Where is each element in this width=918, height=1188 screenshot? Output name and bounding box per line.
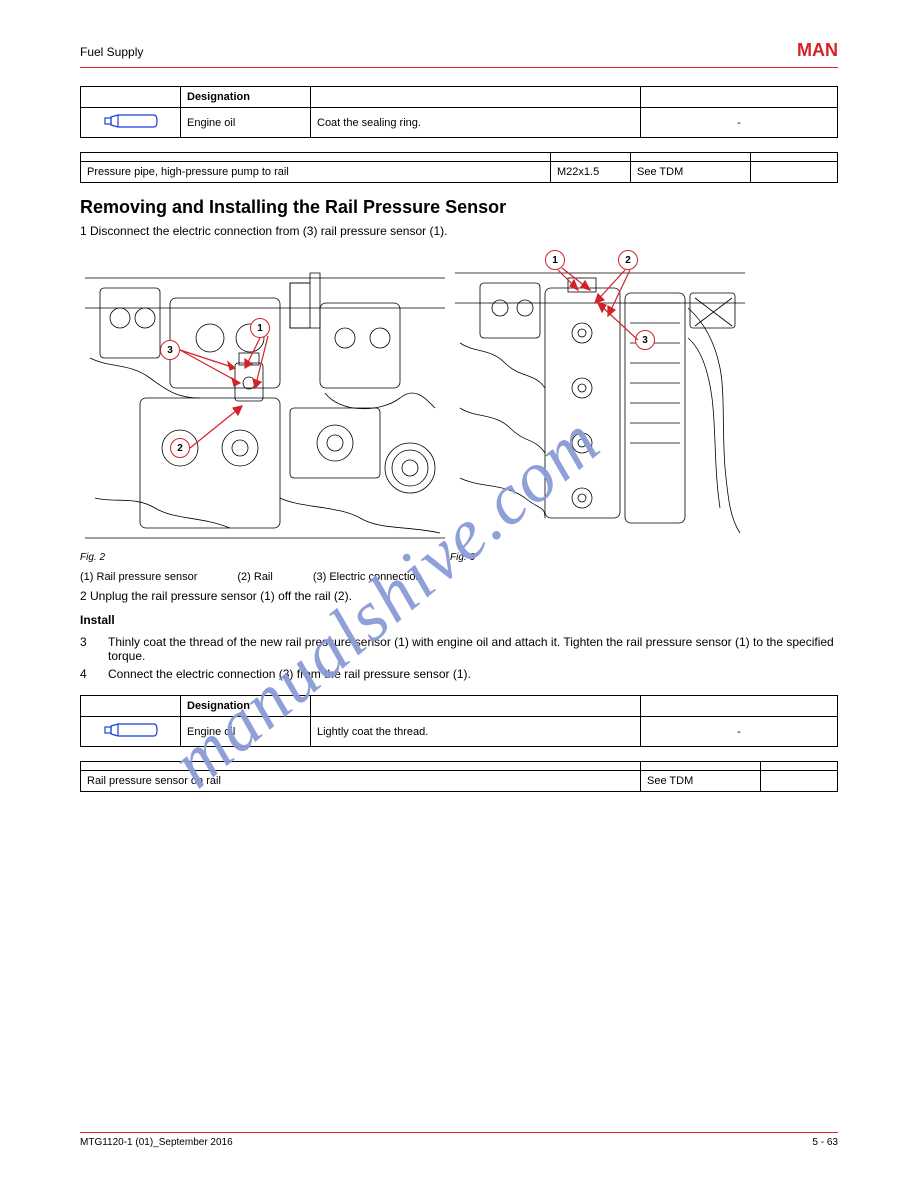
callout-2: 2 — [170, 438, 190, 458]
table-row: Rail pressure sensor on rail See TDM — [81, 771, 838, 792]
spec-code: M22x1.5 — [551, 162, 631, 183]
callout-1r: 1 — [545, 250, 565, 270]
fig-caption-2: Fig. 2 — [80, 552, 450, 563]
engine-diagram-left — [80, 248, 450, 548]
th-blank2 — [311, 696, 641, 717]
th-designation: Designation — [181, 87, 311, 108]
spec-desc: Rail pressure sensor on rail — [81, 771, 641, 792]
callout-1: 1 — [250, 318, 270, 338]
consumable-qty: - — [641, 108, 838, 138]
spec-table-2: Rail pressure sensor on rail See TDM — [80, 761, 838, 792]
spec-desc: Pressure pipe, high-pressure pump to rai… — [81, 162, 551, 183]
th-blank3 — [641, 696, 838, 717]
install-heading: Install — [80, 613, 838, 627]
legend-row: (1) Rail pressure sensor (2) Rail (3) El… — [80, 571, 838, 583]
consumables-table-2: Designation Engine oil Lightly coat the — [80, 695, 838, 747]
th-blank — [81, 87, 181, 108]
tube-icon — [104, 721, 158, 739]
page-footer: MTG1120-1 (01)_September 2016 5 - 63 — [80, 1132, 838, 1148]
consumable-use: Coat the sealing ring. — [311, 108, 641, 138]
th — [81, 762, 641, 771]
th — [641, 762, 761, 771]
spec-table-1: Pressure pipe, high-pressure pump to rai… — [80, 152, 838, 183]
th — [631, 153, 751, 162]
consumable-qty: - — [641, 717, 838, 747]
tube-icon-cell — [81, 108, 181, 138]
th-blank — [81, 696, 181, 717]
consumable-use: Lightly coat the thread. — [311, 717, 641, 747]
step-num: 4 — [80, 667, 108, 681]
tube-icon — [104, 112, 158, 130]
step-text: Connect the electric connection (3) from… — [108, 667, 471, 681]
th — [761, 762, 838, 771]
spec-ref: See TDM — [641, 771, 761, 792]
th — [551, 153, 631, 162]
header-rule — [80, 67, 838, 68]
page-header: Fuel Supply MAN — [80, 40, 838, 61]
section-heading: Removing and Installing the Rail Pressur… — [80, 197, 838, 218]
callout-3: 3 — [160, 340, 180, 360]
footer-rule — [80, 1132, 838, 1133]
tube-icon-cell — [81, 717, 181, 747]
spec-blank — [761, 771, 838, 792]
legend-item-2: (2) Rail — [237, 571, 272, 583]
table-row: Engine oil Lightly coat the thread. - — [81, 717, 838, 747]
th-designation: Designation — [181, 696, 311, 717]
spec-ref: See TDM — [631, 162, 751, 183]
engine-diagram-right — [450, 248, 750, 548]
table-row: Pressure pipe, high-pressure pump to rai… — [81, 162, 838, 183]
consumables-table-1: Designation Engine oil Coat the sealing — [80, 86, 838, 138]
table-row: Engine oil Coat the sealing ring. - — [81, 108, 838, 138]
callout-2r: 2 — [618, 250, 638, 270]
consumable-name: Engine oil — [181, 717, 311, 747]
th-blank2 — [311, 87, 641, 108]
step-2: 2 Unplug the rail pressure sensor (1) of… — [80, 589, 838, 603]
footer-left: MTG1120-1 (01)_September 2016 — [80, 1137, 233, 1148]
figure-3: 1 2 3 Fig. 3 — [450, 248, 750, 563]
footer-right: 5 - 63 — [812, 1137, 838, 1148]
callout-3r: 3 — [635, 330, 655, 350]
install-list: 3 Thinly coat the thread of the new rail… — [80, 635, 838, 681]
figures-row: 3 1 2 Fig. 2 — [80, 248, 838, 563]
legend-item-1: (1) Rail pressure sensor — [80, 571, 197, 583]
step-text: Thinly coat the thread of the new rail p… — [108, 635, 838, 663]
legend-item-3: (3) Electric connection — [313, 571, 422, 583]
step-1: 1 Disconnect the electric connection fro… — [80, 224, 838, 238]
th-blank3 — [641, 87, 838, 108]
step-num: 3 — [80, 635, 108, 663]
list-item: 3 Thinly coat the thread of the new rail… — [80, 635, 838, 663]
fig-caption-3: Fig. 3 — [450, 552, 750, 563]
header-left: Fuel Supply — [80, 45, 143, 59]
consumable-name: Engine oil — [181, 108, 311, 138]
th — [81, 153, 551, 162]
th — [751, 153, 838, 162]
figure-2: 3 1 2 Fig. 2 — [80, 248, 450, 563]
list-item: 4 Connect the electric connection (3) fr… — [80, 667, 838, 681]
spec-blank — [751, 162, 838, 183]
header-right-brand: MAN — [797, 40, 838, 61]
